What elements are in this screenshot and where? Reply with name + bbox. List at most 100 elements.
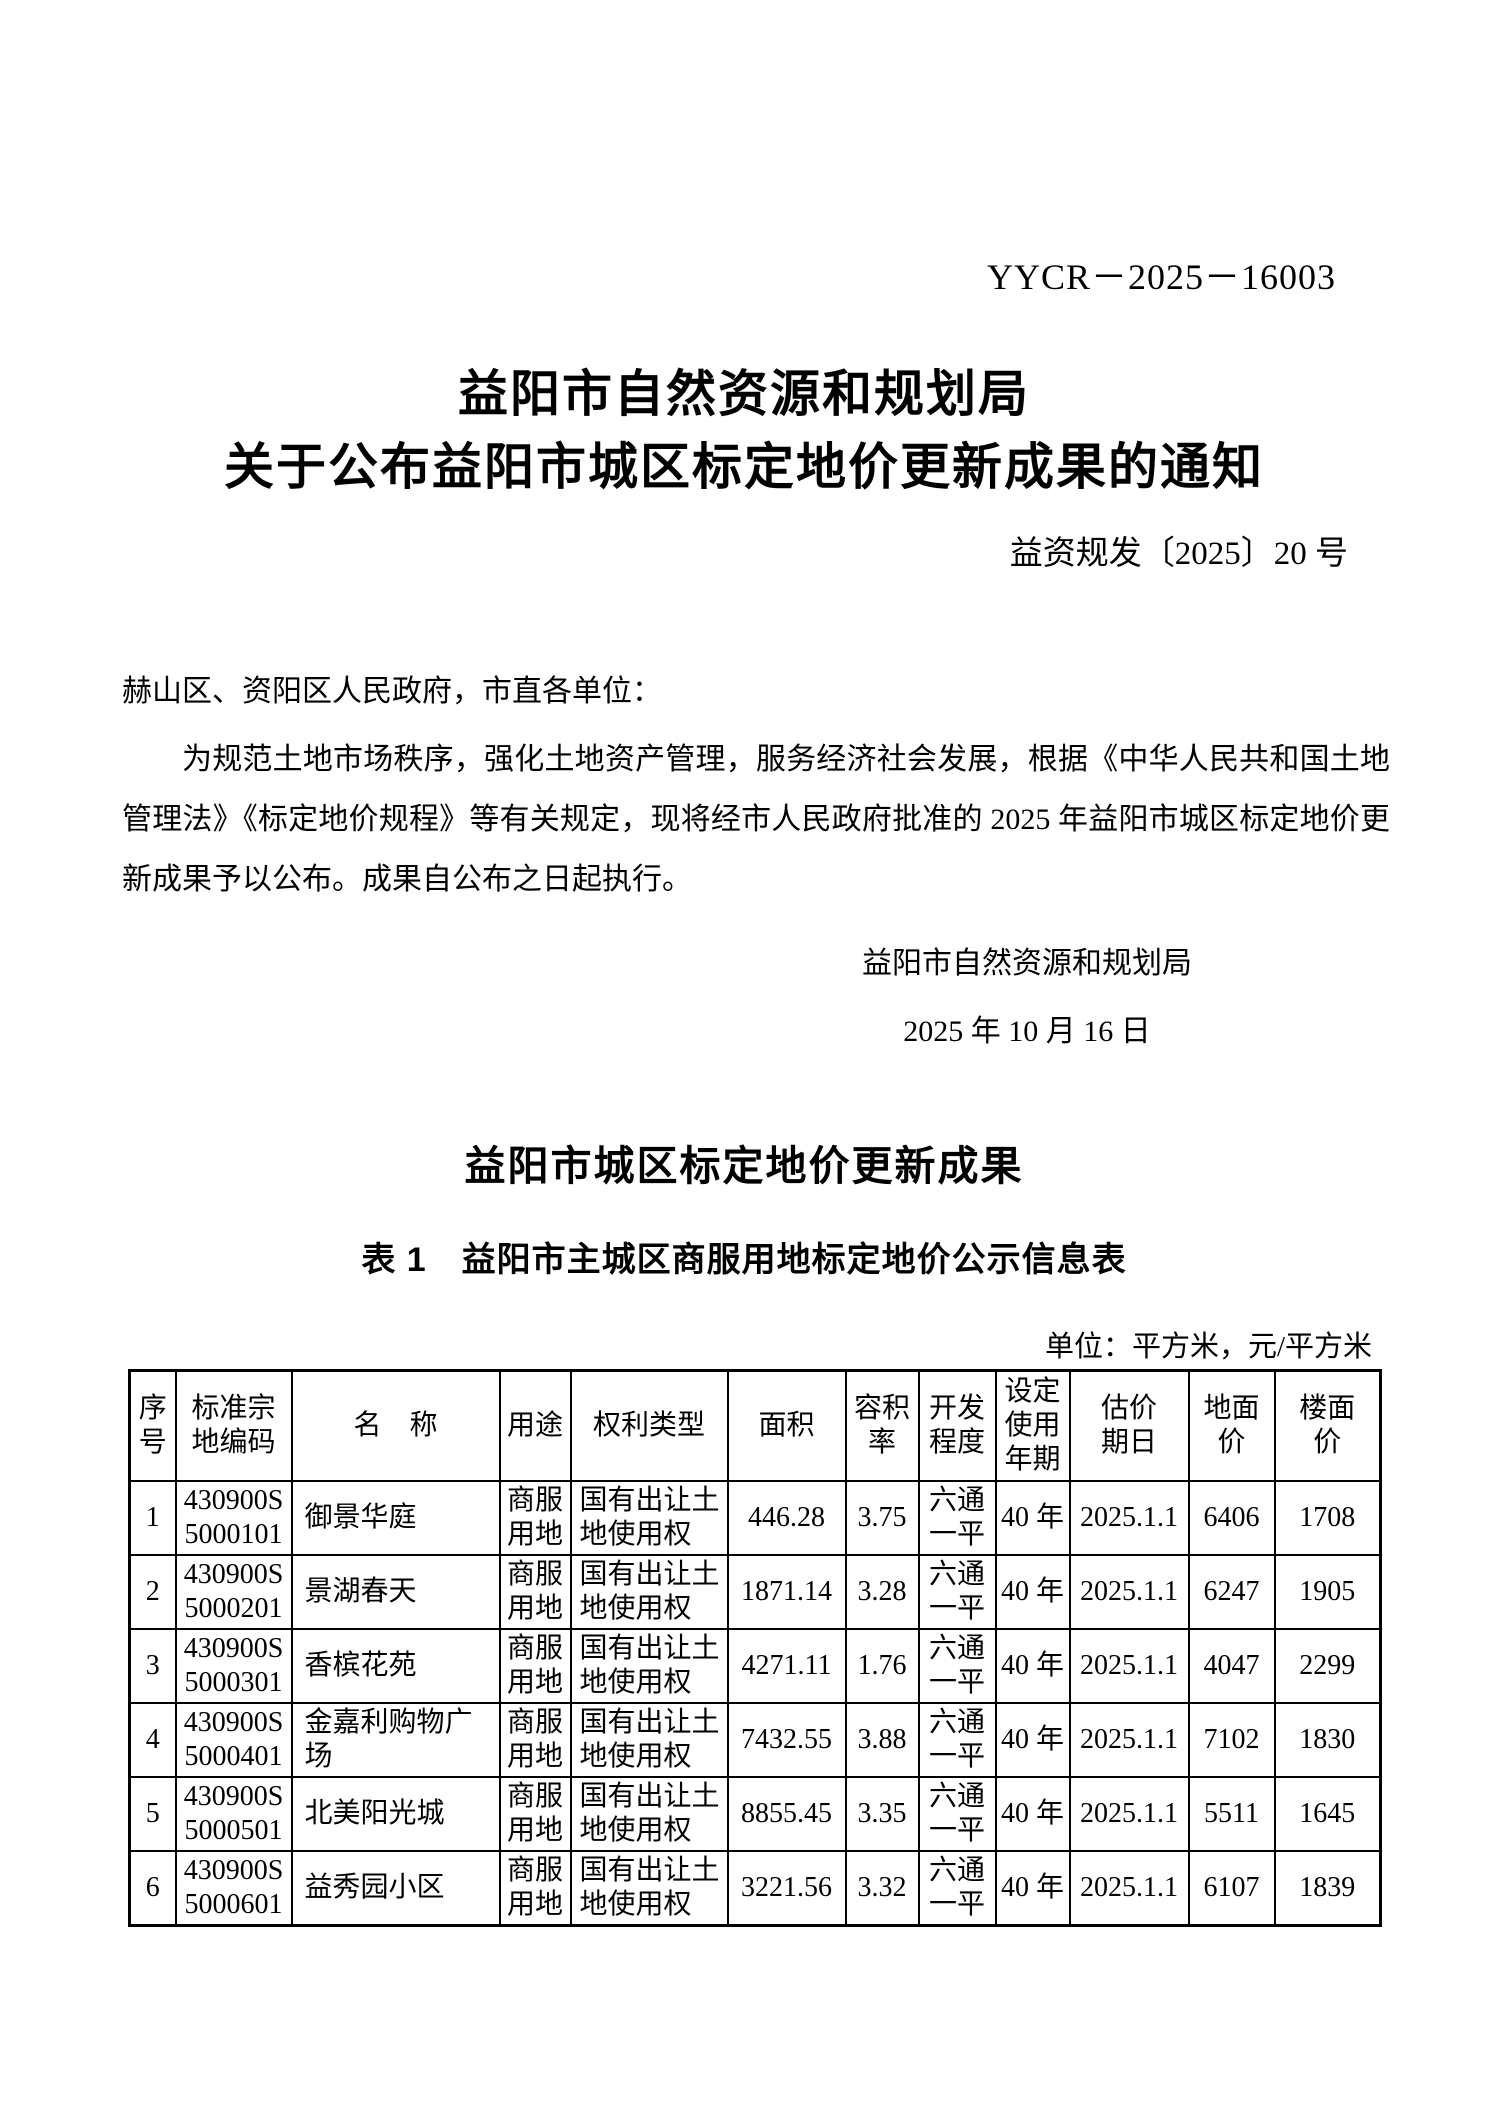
section-heading: 益阳市城区标定地价更新成果	[464, 1143, 1024, 1189]
table-cell: 5	[128, 1776, 177, 1852]
table-cell: 6107	[1187, 1850, 1276, 1927]
table-cell: 6	[128, 1850, 177, 1927]
table-cell: 430900S 5000301	[174, 1628, 293, 1704]
table-cell: 3221.56	[726, 1850, 847, 1927]
body-paragraph: 为规范土地市场秩序，强化土地资产管理，服务经济社会发展，根据《中华人民共和国土地…	[122, 743, 1390, 896]
table-cell: 430900S 5000101	[174, 1480, 293, 1556]
col-header-name: 名 称	[290, 1369, 501, 1482]
col-header-area: 面积	[726, 1369, 847, 1482]
table-row: 2 430900S 5000201 景湖春天 商服 用地 国有出让土 地使用权 1871.…	[128, 1554, 1382, 1630]
document-title: 益阳市自然资源和规划局 关于公布益阳市城区标定地价更新成果的通知	[0, 358, 1488, 504]
table-cell: 6406	[1187, 1480, 1276, 1556]
table-title: 表 1 益阳市主城区商服用地标定地价公示信息表	[361, 1241, 1127, 1279]
table-cell: 六通 一平	[917, 1480, 997, 1556]
signature-block: 益阳市自然资源和规划局 2025 年 10 月 16 日	[0, 944, 1488, 1052]
table-cell: 430900S 5000201	[174, 1554, 293, 1630]
table-cell: 1905	[1273, 1554, 1382, 1630]
salutation: 赫山区、资阳区人民政府，市直各单位：	[122, 675, 662, 708]
table-cell: 40 年	[994, 1480, 1071, 1556]
sign-date: 2025 年 10 月 16 日	[903, 1015, 1151, 1048]
table-cell: 6247	[1187, 1554, 1276, 1630]
col-header-index: 序 号	[128, 1369, 177, 1482]
land-price-table: 序 号 标准宗 地编码 名 称 用途 权利类型 面积 容积 率 开发 程度 设定…	[128, 1369, 1382, 1927]
table-row: 5 430900S 5000501 北美阳光城 商服 用地 国有出让土 地使用权 8855…	[128, 1776, 1382, 1852]
table-cell: 3.75	[844, 1480, 920, 1556]
table-cell: 3	[128, 1628, 177, 1704]
table-row: 4 430900S 5000401 金嘉利购物广场 商服 用地 国有出让土 地使用权 74…	[128, 1702, 1382, 1778]
table-row: 6 430900S 5000601 益秀园小区 商服 用地 国有出让土 地使用权 3221…	[128, 1850, 1382, 1927]
table-cell: 商服 用地	[498, 1554, 572, 1630]
table-cell: 国有出让土 地使用权	[569, 1554, 729, 1630]
table-cell: 国有出让土 地使用权	[569, 1702, 729, 1778]
table-cell: 六通 一平	[917, 1702, 997, 1778]
table-row: 3 430900S 5000301 香槟花苑 商服 用地 国有出让土 地使用权 4271.…	[128, 1628, 1382, 1704]
table-cell: 3.28	[844, 1554, 920, 1630]
table-cell: 益秀园小区	[290, 1850, 501, 1927]
col-header-ground-price: 地面 价	[1187, 1369, 1276, 1482]
table-cell: 4047	[1187, 1628, 1276, 1704]
reference-code: YYCR－2025－16003	[986, 257, 1336, 297]
table-cell: 香槟花苑	[290, 1628, 501, 1704]
table-cell: 1	[128, 1480, 177, 1556]
table-cell: 5511	[1187, 1776, 1276, 1852]
table-cell: 1871.14	[726, 1554, 847, 1630]
table-cell: 4271.11	[726, 1628, 847, 1704]
col-header-valuation-date: 估价 期日	[1068, 1369, 1190, 1482]
table-cell: 40 年	[994, 1554, 1071, 1630]
table-cell: 3.35	[844, 1776, 920, 1852]
table-cell: 2299	[1273, 1628, 1382, 1704]
table-cell: 430900S 5000501	[174, 1776, 293, 1852]
table-header-row: 序 号 标准宗 地编码 名 称 用途 权利类型 面积 容积 率 开发 程度 设定…	[128, 1369, 1382, 1482]
unit-note: 单位：平方米，元/平方米	[1044, 1331, 1372, 1363]
table-cell: 3.32	[844, 1850, 920, 1927]
table-cell: 8855.45	[726, 1776, 847, 1852]
table-cell: 4	[128, 1702, 177, 1778]
table-cell: 2025.1.1	[1068, 1480, 1190, 1556]
table-cell: 商服 用地	[498, 1628, 572, 1704]
col-header-development: 开发 程度	[917, 1369, 997, 1482]
table-cell: 金嘉利购物广场	[290, 1702, 501, 1778]
table-cell: 430900S 5000601	[174, 1850, 293, 1927]
table-cell: 1645	[1273, 1776, 1382, 1852]
table-cell: 六通 一平	[917, 1554, 997, 1630]
table-cell: 国有出让土 地使用权	[569, 1776, 729, 1852]
document-number: 益资规发〔2025〕20 号	[1009, 536, 1348, 572]
table-cell: 2025.1.1	[1068, 1702, 1190, 1778]
table-cell: 北美阳光城	[290, 1776, 501, 1852]
table-cell: 7102	[1187, 1702, 1276, 1778]
table-cell: 2	[128, 1554, 177, 1630]
table-cell: 国有出让土 地使用权	[569, 1628, 729, 1704]
table-cell: 1708	[1273, 1480, 1382, 1556]
signer-name: 益阳市自然资源和规划局	[862, 947, 1192, 980]
table-cell: 7432.55	[726, 1702, 847, 1778]
col-header-parcel-code: 标准宗 地编码	[174, 1369, 293, 1482]
col-header-use: 用途	[498, 1369, 572, 1482]
document-title-line2: 关于公布益阳市城区标定地价更新成果的通知	[224, 439, 1264, 495]
table-cell: 六通 一平	[917, 1850, 997, 1927]
table-body: 1 430900S 5000101 御景华庭 商服 用地 国有出让土 地使用权 446.2…	[128, 1480, 1382, 1927]
table-cell: 2025.1.1	[1068, 1554, 1190, 1630]
signature-inner: 益阳市自然资源和规划局 2025 年 10 月 16 日	[862, 944, 1192, 1052]
table-cell: 430900S 5000401	[174, 1702, 293, 1778]
table-cell: 商服 用地	[498, 1702, 572, 1778]
table-cell: 1839	[1273, 1850, 1382, 1927]
table-cell: 40 年	[994, 1702, 1071, 1778]
table-row: 1 430900S 5000101 御景华庭 商服 用地 国有出让土 地使用权 446.2…	[128, 1480, 1382, 1556]
table-cell: 御景华庭	[290, 1480, 501, 1556]
table-cell: 国有出让土 地使用权	[569, 1850, 729, 1927]
table-cell: 2025.1.1	[1068, 1850, 1190, 1927]
table-cell: 六通 一平	[917, 1628, 997, 1704]
table-cell: 1.76	[844, 1628, 920, 1704]
table-cell: 446.28	[726, 1480, 847, 1556]
col-header-plot-ratio: 容积 率	[844, 1369, 920, 1482]
document-title-line1: 益阳市自然资源和规划局	[458, 366, 1030, 422]
table-cell: 商服 用地	[498, 1776, 572, 1852]
table-cell: 商服 用地	[498, 1850, 572, 1927]
table-cell: 40 年	[994, 1850, 1071, 1927]
table-cell: 景湖春天	[290, 1554, 501, 1630]
col-header-floor-price: 楼面 价	[1273, 1369, 1382, 1482]
table-cell: 六通 一平	[917, 1776, 997, 1852]
col-header-use-term: 设定 使用 年期	[994, 1369, 1071, 1482]
table-cell: 40 年	[994, 1776, 1071, 1852]
